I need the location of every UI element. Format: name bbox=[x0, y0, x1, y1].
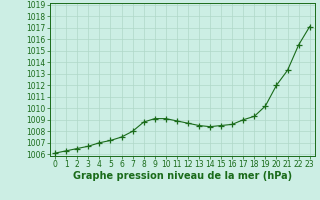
X-axis label: Graphe pression niveau de la mer (hPa): Graphe pression niveau de la mer (hPa) bbox=[73, 171, 292, 181]
